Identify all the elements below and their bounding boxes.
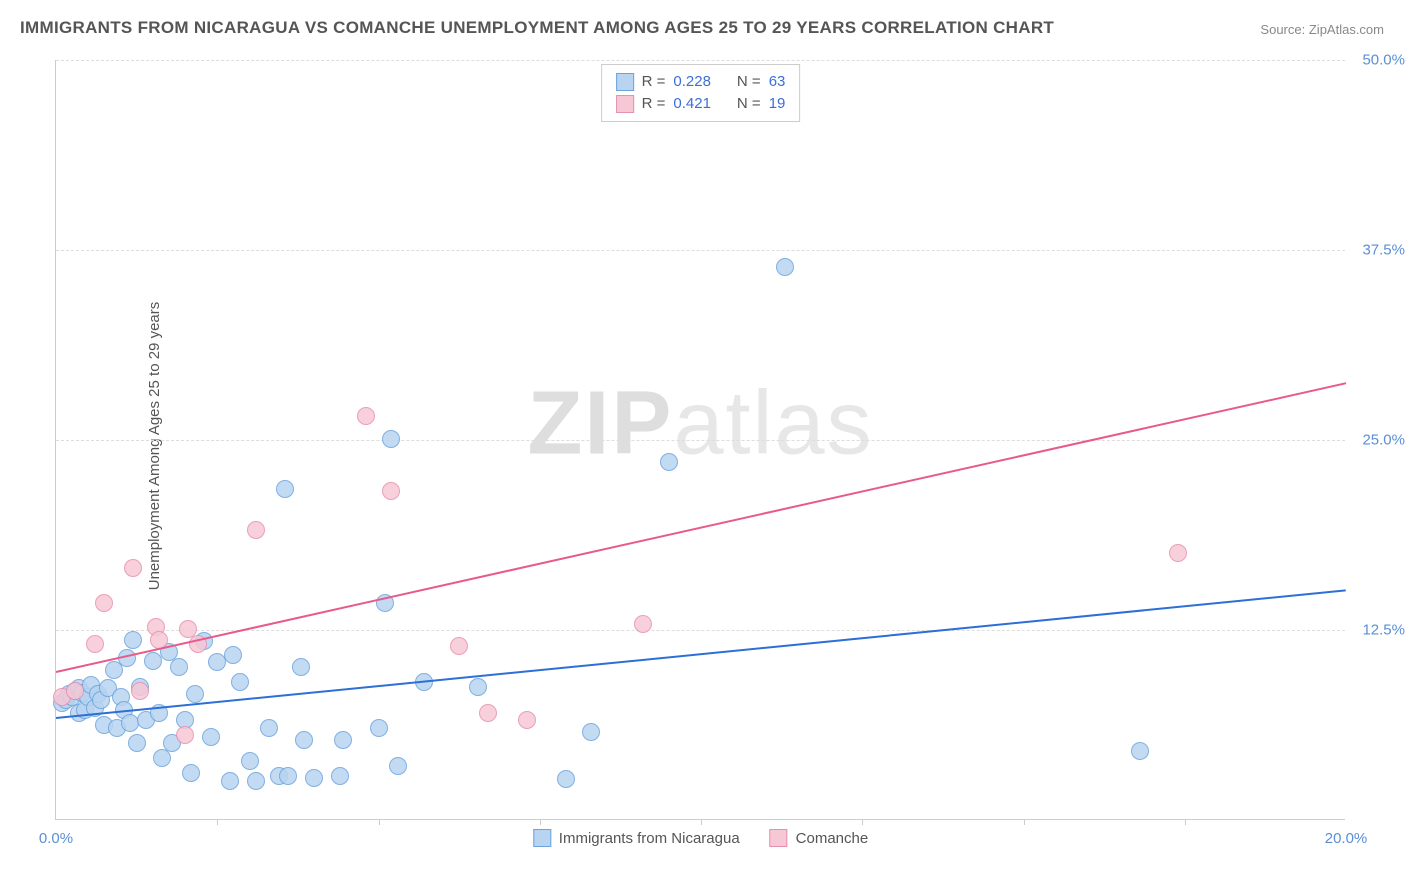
data-point [450, 637, 468, 655]
r-value: 0.421 [673, 93, 711, 115]
r-value: 0.228 [673, 71, 711, 93]
data-point [518, 711, 536, 729]
legend-correlation: R = 0.228 N = 63 R = 0.421 N = 19 [601, 64, 801, 122]
y-tick-label: 37.5% [1350, 242, 1405, 259]
legend-label: Comanche [796, 830, 869, 847]
data-point [176, 726, 194, 744]
r-label: R = [642, 71, 666, 93]
data-point [279, 767, 297, 785]
data-point [202, 728, 220, 746]
data-point [124, 559, 142, 577]
data-point [128, 734, 146, 752]
data-point [305, 769, 323, 787]
data-point [86, 635, 104, 653]
data-point [357, 407, 375, 425]
data-point [144, 652, 162, 670]
data-point [382, 482, 400, 500]
legend-swatch-icon [616, 73, 634, 91]
data-point [153, 749, 171, 767]
n-value: 63 [769, 71, 786, 93]
x-tick-mark [540, 819, 541, 825]
data-point [221, 772, 239, 790]
data-point [295, 731, 313, 749]
data-point [292, 658, 310, 676]
data-point [557, 770, 575, 788]
legend-item: Comanche [770, 829, 869, 847]
trend-line [56, 589, 1346, 719]
n-label: N = [737, 93, 761, 115]
watermark-bold: ZIP [527, 374, 673, 474]
data-point [382, 430, 400, 448]
legend-series: Immigrants from Nicaragua Comanche [533, 829, 868, 847]
data-point [95, 594, 113, 612]
legend-item: Immigrants from Nicaragua [533, 829, 740, 847]
legend-swatch-icon [616, 95, 634, 113]
source-attribution: Source: ZipAtlas.com [1260, 22, 1384, 37]
legend-swatch-icon [533, 829, 551, 847]
x-tick-label: 0.0% [39, 830, 73, 847]
y-tick-label: 25.0% [1350, 432, 1405, 449]
data-point [1131, 742, 1149, 760]
data-point [582, 723, 600, 741]
data-point [241, 752, 259, 770]
plot-area: ZIPatlas R =0.228N =63R =0.421N =19 Immi… [55, 60, 1345, 820]
data-point [389, 757, 407, 775]
data-point [131, 682, 149, 700]
n-value: 19 [769, 93, 786, 115]
y-tick-label: 50.0% [1350, 52, 1405, 69]
r-label: R = [642, 93, 666, 115]
source-link[interactable]: ZipAtlas.com [1309, 22, 1384, 37]
legend-row: R = 0.421 N = 19 [616, 93, 786, 115]
data-point [247, 521, 265, 539]
source-label: Source: [1260, 22, 1305, 37]
y-tick-label: 12.5% [1350, 622, 1405, 639]
gridline [56, 60, 1345, 61]
x-tick-mark [379, 819, 380, 825]
legend-label: Immigrants from Nicaragua [559, 830, 740, 847]
x-tick-mark [1024, 819, 1025, 825]
legend-row: R = 0.228 N = 63 [616, 71, 786, 93]
data-point [660, 453, 678, 471]
gridline [56, 440, 1345, 441]
gridline [56, 250, 1345, 251]
watermark-light: atlas [673, 374, 873, 474]
data-point [121, 714, 139, 732]
data-point [231, 673, 249, 691]
data-point [66, 682, 84, 700]
chart-title: IMMIGRANTS FROM NICARAGUA VS COMANCHE UN… [20, 18, 1054, 38]
data-point [331, 767, 349, 785]
x-tick-mark [862, 819, 863, 825]
data-point [170, 658, 188, 676]
data-point [634, 615, 652, 633]
data-point [334, 731, 352, 749]
data-point [260, 719, 278, 737]
watermark: ZIPatlas [527, 373, 873, 476]
data-point [776, 258, 794, 276]
n-label: N = [737, 71, 761, 93]
data-point [224, 646, 242, 664]
x-tick-mark [1185, 819, 1186, 825]
x-tick-mark [701, 819, 702, 825]
legend-swatch-icon [770, 829, 788, 847]
x-tick-label: 20.0% [1325, 830, 1368, 847]
data-point [182, 764, 200, 782]
gridline [56, 630, 1345, 631]
data-point [1169, 544, 1187, 562]
data-point [469, 678, 487, 696]
data-point [370, 719, 388, 737]
data-point [276, 480, 294, 498]
x-tick-mark [217, 819, 218, 825]
data-point [247, 772, 265, 790]
data-point [479, 704, 497, 722]
data-point [124, 631, 142, 649]
data-point [186, 685, 204, 703]
